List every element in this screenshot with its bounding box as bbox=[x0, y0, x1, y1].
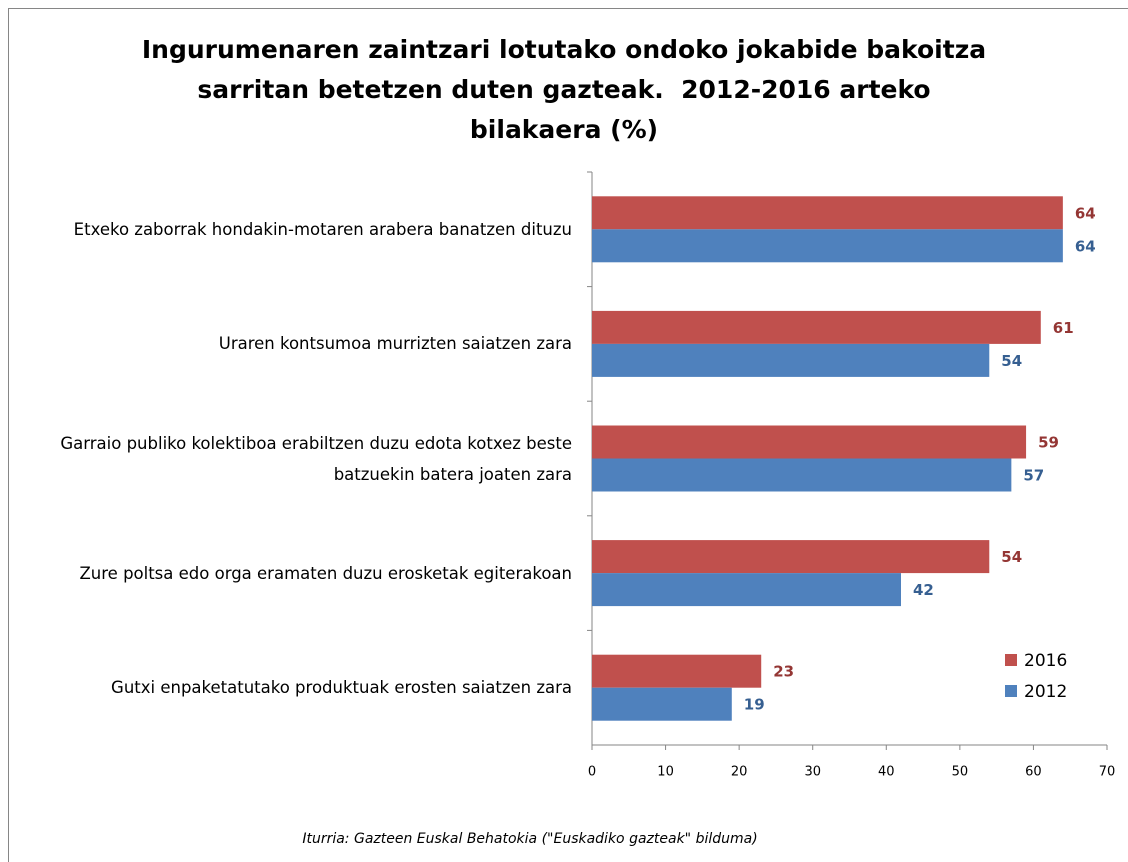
y-tick-label: Garraio publiko kolektiboa erabiltzen du… bbox=[60, 433, 572, 484]
chart-border bbox=[8, 8, 1128, 862]
legend-swatch bbox=[1005, 654, 1017, 666]
bar bbox=[592, 343, 990, 377]
bar bbox=[592, 654, 762, 688]
bar bbox=[592, 540, 990, 574]
x-tick-label: 20 bbox=[731, 765, 748, 780]
x-tick-label: 10 bbox=[657, 765, 674, 780]
x-tick-label: 40 bbox=[878, 765, 895, 780]
chart-title: Ingurumenaren zaintzari lotutako ondoko … bbox=[141, 35, 995, 144]
y-tick-label: Gutxi enpaketatutako produktuak erosten … bbox=[111, 678, 572, 698]
x-tick-label: 30 bbox=[804, 765, 821, 780]
data-label: 64 bbox=[1075, 237, 1096, 255]
bar bbox=[592, 573, 901, 607]
x-tick-label: 50 bbox=[952, 765, 969, 780]
legend-label: 2016 bbox=[1024, 651, 1067, 671]
data-label: 59 bbox=[1038, 434, 1059, 452]
data-label: 61 bbox=[1053, 319, 1074, 337]
bar bbox=[592, 196, 1063, 230]
x-tick-label: 0 bbox=[588, 765, 596, 780]
y-tick-label: Zure poltsa edo orga eramaten duzu erosk… bbox=[79, 563, 572, 583]
bar bbox=[592, 310, 1041, 344]
legend-swatch bbox=[1005, 685, 1017, 697]
bar bbox=[592, 229, 1063, 263]
legend-label: 2012 bbox=[1024, 682, 1067, 702]
x-tick-label: 60 bbox=[1025, 765, 1042, 780]
data-label: 57 bbox=[1023, 467, 1044, 485]
data-label: 19 bbox=[744, 696, 765, 714]
bar bbox=[592, 425, 1027, 459]
data-label: 54 bbox=[1001, 352, 1022, 370]
bar bbox=[592, 687, 732, 721]
y-tick-label: Uraren kontsumoa murrizten saiatzen zara bbox=[218, 334, 572, 354]
data-label: 54 bbox=[1001, 548, 1022, 566]
y-tick-label: Etxeko zaborrak hondakin-motaren arabera… bbox=[73, 219, 572, 239]
data-label: 64 bbox=[1075, 204, 1096, 222]
data-label: 42 bbox=[913, 581, 934, 599]
data-label: 23 bbox=[773, 663, 794, 681]
source-note: Iturria: Gazteen Euskal Behatokia ("Eusk… bbox=[302, 831, 758, 847]
x-tick-label: 70 bbox=[1099, 765, 1116, 780]
bar bbox=[592, 458, 1012, 492]
